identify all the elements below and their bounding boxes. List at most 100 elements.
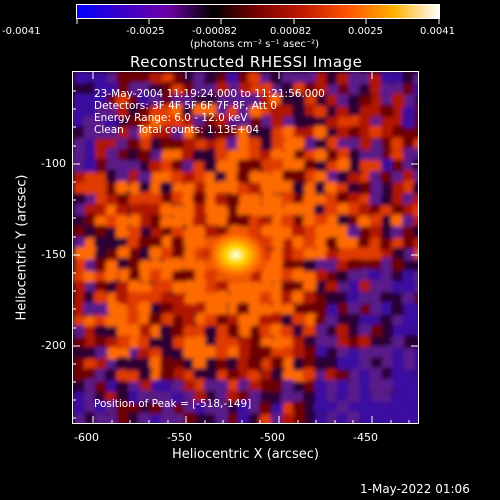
emission-pixel [82, 182, 96, 196]
emission-pixel [292, 181, 306, 195]
emission-pixel [413, 169, 418, 183]
emission-pixel [337, 147, 351, 161]
emission-pixel [182, 160, 196, 174]
emission-pixel [138, 313, 152, 327]
emission-pixel [183, 269, 197, 283]
emission-pixel [294, 116, 308, 130]
emission-pixel [94, 81, 108, 95]
emission-pixel [74, 203, 88, 217]
emission-pixel [359, 127, 373, 141]
emission-pixel [392, 314, 406, 328]
emission-pixel [390, 258, 404, 272]
emission-pixel [106, 193, 120, 207]
emission-pixel [126, 302, 140, 316]
emission-pixel [404, 94, 418, 108]
emission-pixel [360, 181, 374, 195]
emission-pixel [116, 137, 130, 151]
emission-pixel [392, 357, 406, 371]
emission-pixel [402, 313, 416, 327]
emission-pixel [335, 270, 349, 284]
emission-pixel [369, 171, 383, 185]
emission-pixel [359, 138, 373, 152]
emission-pixel [313, 204, 327, 218]
emission-pixel [338, 248, 352, 262]
emission-pixel [172, 205, 186, 219]
emission-pixel [226, 169, 240, 183]
overlay-detectors: Detectors: 3F 4F 5F 6F 7F 8F, Att 0 [94, 100, 278, 112]
emission-pixel [128, 193, 142, 207]
emission-pixel [93, 181, 107, 195]
emission-pixel [127, 370, 141, 384]
emission-pixel [171, 380, 185, 394]
emission-pixel [106, 82, 120, 96]
emission-pixel [316, 95, 330, 109]
emission-pixel [282, 125, 296, 139]
y-tick-label: -200 [41, 339, 66, 352]
emission-pixel [192, 192, 206, 206]
emission-pixel [359, 391, 373, 405]
emission-pixel [137, 149, 151, 163]
emission-pixel [73, 270, 86, 284]
emission-pixel [248, 126, 262, 140]
emission-pixel [94, 381, 108, 395]
emission-pixel [413, 337, 418, 351]
emission-pixel [214, 192, 228, 206]
emission-pixel [128, 214, 142, 228]
emission-pixel [269, 194, 283, 208]
emission-pixel [402, 215, 416, 229]
emission-pixel [305, 72, 319, 85]
emission-pixel [182, 312, 196, 326]
emission-pixel [292, 336, 306, 350]
emission-pixel [380, 378, 394, 392]
emission-pixel [237, 412, 251, 423]
emission-pixel [170, 392, 184, 406]
emission-pixel [194, 279, 208, 293]
emission-pixel [282, 369, 296, 383]
emission-pixel [105, 169, 119, 183]
emission-pixel [347, 259, 361, 273]
emission-pixel [270, 148, 284, 162]
emission-pixel [336, 191, 350, 205]
emission-pixel [327, 171, 341, 185]
emission-pixel [337, 302, 351, 316]
emission-pixel [282, 248, 296, 262]
emission-pixel [183, 325, 197, 339]
emission-pixel [293, 412, 307, 423]
emission-pixel [303, 214, 317, 228]
emission-pixel [270, 258, 284, 272]
emission-pixel [94, 236, 108, 250]
emission-pixel [412, 181, 418, 195]
emission-pixel [392, 125, 406, 139]
emission-pixel [401, 392, 415, 406]
emission-pixel [249, 345, 263, 359]
emission-pixel [358, 203, 372, 217]
emission-pixel [325, 117, 339, 131]
emission-pixel [324, 368, 338, 382]
emission-pixel [95, 335, 109, 349]
emission-pixel [215, 334, 229, 348]
emission-pixel [359, 94, 373, 108]
emission-pixel [249, 303, 263, 317]
emission-pixel [247, 72, 261, 85]
emission-pixel [348, 202, 362, 216]
emission-pixel [95, 127, 109, 141]
emission-pixel [281, 82, 295, 96]
emission-pixel [172, 336, 186, 350]
emission-pixel [270, 412, 284, 423]
colorbar-tick-label: 0.00082 [270, 26, 312, 37]
emission-pixel [214, 127, 228, 141]
emission-pixel [371, 324, 385, 338]
emission-pixel [292, 268, 306, 282]
emission-pixel [281, 227, 295, 241]
emission-pixel [281, 105, 295, 119]
emission-pixel [415, 104, 418, 118]
emission-pixel [271, 180, 285, 194]
emission-pixel [159, 181, 173, 195]
emission-pixel [250, 116, 264, 130]
emission-pixel [193, 225, 207, 239]
emission-pixel [316, 324, 330, 338]
emission-pixel [402, 269, 416, 283]
emission-pixel [391, 159, 405, 173]
emission-pixel [415, 324, 418, 338]
emission-pixel [205, 368, 219, 382]
